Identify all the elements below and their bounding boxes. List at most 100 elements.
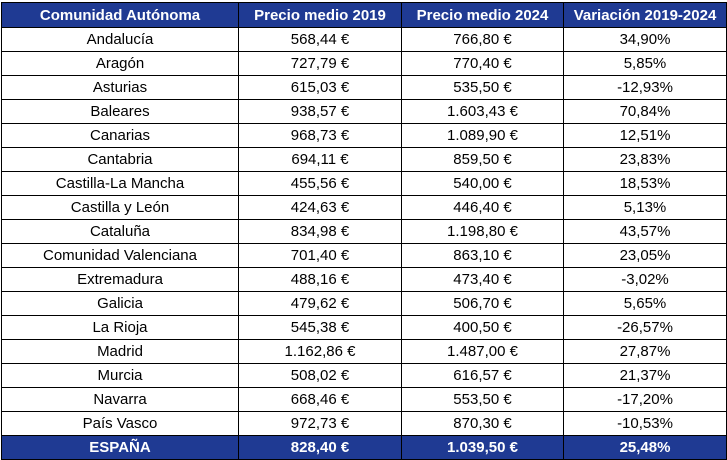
cell-variacion: 27,87%: [563, 339, 727, 364]
cell-precio-2024: 446,40 €: [401, 195, 564, 220]
cell-variacion: 18,53%: [563, 171, 727, 196]
cell-precio-2024: 616,57 €: [401, 363, 564, 388]
cell-variacion: 23,83%: [563, 147, 727, 172]
cell-variacion: -3,02%: [563, 267, 727, 292]
cell-variacion: -10,53%: [563, 411, 727, 436]
cell-precio-2024: 553,50 €: [401, 387, 564, 412]
cell-precio-2024: 540,00 €: [401, 171, 564, 196]
cell-comunidad: Canarias: [1, 123, 239, 148]
cell-precio-2019: 488,16 €: [238, 267, 402, 292]
cell-precio-2019: 938,57 €: [238, 99, 402, 124]
cell-comunidad: Murcia: [1, 363, 239, 388]
cell-precio-2024: 863,10 €: [401, 243, 564, 268]
table-row: Aragón 727,79 €770,40 €5,85%: [1, 51, 727, 76]
cell-precio-2019: 545,38 €: [238, 315, 402, 340]
table-row: País Vasco 972,73 €870,30 € -10,53%: [1, 411, 727, 436]
cell-precio-2019: 694,11 €: [238, 147, 402, 172]
cell-precio-2019: 568,44 €: [238, 27, 402, 52]
cell-precio-2019: 1.162,86 €: [238, 339, 402, 364]
cell-precio-2024: 473,40 €: [401, 267, 564, 292]
cell-precio-2024: 1.089,90 €: [401, 123, 564, 148]
cell-precio-2019: 479,62 €: [238, 291, 402, 316]
cell-comunidad: Castilla-La Mancha: [1, 171, 239, 196]
cell-precio-2024: 870,30 €: [401, 411, 564, 436]
table-footer: ESPAÑA 828,40 € 1.039,50 € 25,48%: [1, 435, 727, 460]
cell-variacion: -12,93%: [563, 75, 727, 100]
cell-comunidad: Cataluña: [1, 219, 239, 244]
table-row: Galicia 479,62 €506,70 €5,65%: [1, 291, 727, 316]
cell-precio-2024: 1.487,00 €: [401, 339, 564, 364]
cell-comunidad: Navarra: [1, 387, 239, 412]
cell-variacion: 5,85%: [563, 51, 727, 76]
cell-variacion: 23,05%: [563, 243, 727, 268]
cell-precio-2019: 972,73 €: [238, 411, 402, 436]
table-row: Murcia 508,02 €616,57 €21,37%: [1, 363, 727, 388]
cell-precio-2024: 1.198,80 €: [401, 219, 564, 244]
total-variacion: 25,48%: [563, 435, 727, 460]
cell-variacion: 5,65%: [563, 291, 727, 316]
table-row: Navarra 668,46 €553,50 € -17,20%: [1, 387, 727, 412]
table-body: Andalucía 568,44 €766,80 €34,90% Aragón 727…: [1, 27, 727, 436]
table-row: Baleares 938,57 €1.603,43 €70,84%: [1, 99, 727, 124]
table-row: Cantabria 694,11 €859,50 €23,83%: [1, 147, 727, 172]
cell-precio-2024: 400,50 €: [401, 315, 564, 340]
cell-precio-2024: 1.603,43 €: [401, 99, 564, 124]
cell-variacion: -17,20%: [563, 387, 727, 412]
cell-comunidad: Extremadura: [1, 267, 239, 292]
cell-comunidad: Aragón: [1, 51, 239, 76]
cell-comunidad: Madrid: [1, 339, 239, 364]
table-row: Canarias 968,73 €1.089,90 €12,51%: [1, 123, 727, 148]
cell-precio-2019: 508,02 €: [238, 363, 402, 388]
cell-precio-2019: 968,73 €: [238, 123, 402, 148]
cell-comunidad: La Rioja: [1, 315, 239, 340]
header-comunidad: Comunidad Autónoma: [1, 2, 239, 28]
cell-variacion: 21,37%: [563, 363, 727, 388]
header-precio-2024: Precio medio 2024: [401, 2, 564, 28]
cell-comunidad: Castilla y León: [1, 195, 239, 220]
table-header: Comunidad Autónoma Precio medio 2019 Pre…: [1, 2, 727, 28]
total-row: ESPAÑA 828,40 € 1.039,50 € 25,48%: [1, 435, 727, 460]
table-row: Comunidad Valenciana 701,40 €863,10 €23,0…: [1, 243, 727, 268]
cell-precio-2019: 834,98 €: [238, 219, 402, 244]
cell-precio-2019: 727,79 €: [238, 51, 402, 76]
cell-variacion: 70,84%: [563, 99, 727, 124]
cell-variacion: 34,90%: [563, 27, 727, 52]
cell-variacion: 5,13%: [563, 195, 727, 220]
cell-variacion: 12,51%: [563, 123, 727, 148]
total-precio-2024: 1.039,50 €: [401, 435, 564, 460]
header-variacion: Variación 2019-2024: [563, 2, 727, 28]
cell-precio-2024: 766,80 €: [401, 27, 564, 52]
table-row: Castilla y León 424,63 €446,40 €5,13%: [1, 195, 727, 220]
cell-comunidad: Comunidad Valenciana: [1, 243, 239, 268]
cell-precio-2024: 770,40 €: [401, 51, 564, 76]
cell-precio-2019: 455,56 €: [238, 171, 402, 196]
cell-precio-2024: 859,50 €: [401, 147, 564, 172]
cell-comunidad: País Vasco: [1, 411, 239, 436]
table-row: Extremadura 488,16 €473,40 € -3,02%: [1, 267, 727, 292]
table-row: Asturias 615,03 €535,50 € -12,93%: [1, 75, 727, 100]
table-row: La Rioja 545,38 €400,50 € -26,57%: [1, 315, 727, 340]
cell-comunidad: Cantabria: [1, 147, 239, 172]
cell-comunidad: Galicia: [1, 291, 239, 316]
cell-comunidad: Baleares: [1, 99, 239, 124]
table-row: Andalucía 568,44 €766,80 €34,90%: [1, 27, 727, 52]
cell-comunidad: Andalucía: [1, 27, 239, 52]
cell-precio-2019: 424,63 €: [238, 195, 402, 220]
total-label: ESPAÑA: [1, 435, 239, 460]
cell-precio-2019: 668,46 €: [238, 387, 402, 412]
cell-variacion: -26,57%: [563, 315, 727, 340]
cell-precio-2019: 615,03 €: [238, 75, 402, 100]
cell-comunidad: Asturias: [1, 75, 239, 100]
cell-precio-2019: 701,40 €: [238, 243, 402, 268]
header-row: Comunidad Autónoma Precio medio 2019 Pre…: [1, 2, 727, 28]
cell-variacion: 43,57%: [563, 219, 727, 244]
cell-precio-2024: 535,50 €: [401, 75, 564, 100]
total-precio-2019: 828,40 €: [238, 435, 402, 460]
table-row: Cataluña 834,98 €1.198,80 €43,57%: [1, 219, 727, 244]
table-row: Madrid 1.162,86 €1.487,00 €27,87%: [1, 339, 727, 364]
cell-precio-2024: 506,70 €: [401, 291, 564, 316]
table-row: Castilla-La Mancha 455,56 €540,00 €18,53%: [1, 171, 727, 196]
header-precio-2019: Precio medio 2019: [238, 2, 402, 28]
